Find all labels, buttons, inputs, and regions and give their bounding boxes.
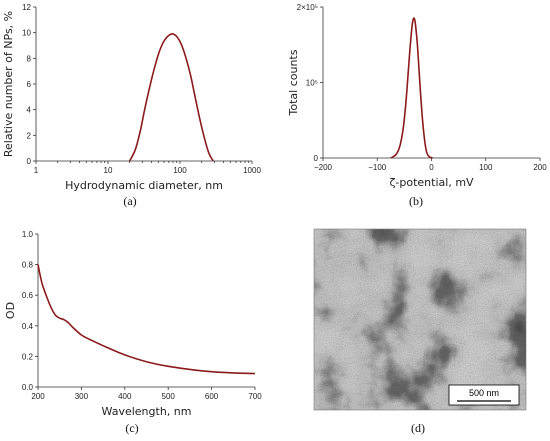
panel-c-x-tick-label: 400 [118,392,132,401]
panel-b-x-axis-label: ζ-potential, mV [389,176,474,189]
micrograph-texture [314,229,526,410]
panel-a-x-tick-label: 1 [34,166,39,175]
panel-c-x-tick-label: 700 [248,392,262,401]
panel-d-micrograph: 500 nm [313,228,527,411]
panel-c-y-tick-label: 0.8 [22,261,34,270]
panel-a-y-tick-label: 4 [27,106,32,115]
panel-a-y-tick-label: 10 [22,29,31,38]
panel-d-label: (d) [411,421,425,435]
panel-c-label: (c) [125,421,138,435]
panel-a-label: (a) [123,194,136,208]
panel-c-y-axis-label: OD [4,302,17,319]
panel-b-y-tick-label: 10⁵ [306,79,318,88]
panel-c-x-tick-label: 600 [205,392,219,401]
panel-a-x-tick-label: 1000 [243,166,261,175]
micrograph-frame [313,228,527,411]
panel-b-chart: −200 −100 0 100 200 0 10⁵ 2×10⁵ ζ-potential, mV T… [287,3,547,189]
panel-c-x-tick-label: 300 [75,392,89,401]
panel-b-y-tick-label: 2×10⁵ [297,3,318,12]
scalebar-box [448,384,520,406]
panel-b-x-tick-label: 0 [429,163,434,172]
panel-a-x-tick-label: 10 [104,166,113,175]
panel-b-x-tick-label: −100 [368,163,387,172]
panel-c-x-tick-label: 200 [31,392,45,401]
panel-b-x-tick-label: 200 [533,163,547,172]
panel-c-y-tick-label: 0.6 [22,291,34,300]
scalebar-label: 500 nm [469,388,499,398]
panel-a-y-tick-label: 8 [27,54,32,63]
panel-b-series-line [390,17,433,159]
panel-c-series-line [37,264,256,375]
panel-c-y-tick-label: 1.0 [22,230,34,239]
panel-b-x-tick-label: 100 [479,163,493,172]
panel-c-y-tick-label: 0.2 [22,352,34,361]
panel-a-x-axis-label: Hydrodynamic diameter, nm [65,179,223,192]
panel-a-y-tick-label: 12 [22,3,31,12]
panel-c-y-tick-label: 0.0 [22,383,34,392]
panel-b-x-tick-label: −200 [314,163,333,172]
panel-c-chart: 200 300 400 500 600 700 0.0 0.2 0.4 0.6 0.8 1.0 Wave… [4,230,262,418]
panel-c-x-axis-label: Wavelength, nm [102,405,192,418]
panel-b-label: (b) [409,194,423,208]
panel-b-y-tick-label: 0 [314,154,319,163]
panel-c-y-tick-label: 0.4 [22,322,34,331]
panel-a-y-tick-label: 6 [27,80,32,89]
panel-c-x-tick-label: 500 [162,392,176,401]
panel-a-y-tick-label: 0 [27,157,32,166]
panel-b-y-axis-label: Total counts [287,49,300,116]
panel-a-x-tick-label: 100 [173,166,187,175]
panel-a-y-tick-label: 2 [27,131,32,140]
panel-a-y-axis-label: Relative number of NPs, % [2,11,15,157]
panel-a-chart: 1 10 100 1000 0 2 4 6 8 10 12 Hydrodynamic diameter… [2,3,261,192]
panel-a-series-line [128,33,214,162]
